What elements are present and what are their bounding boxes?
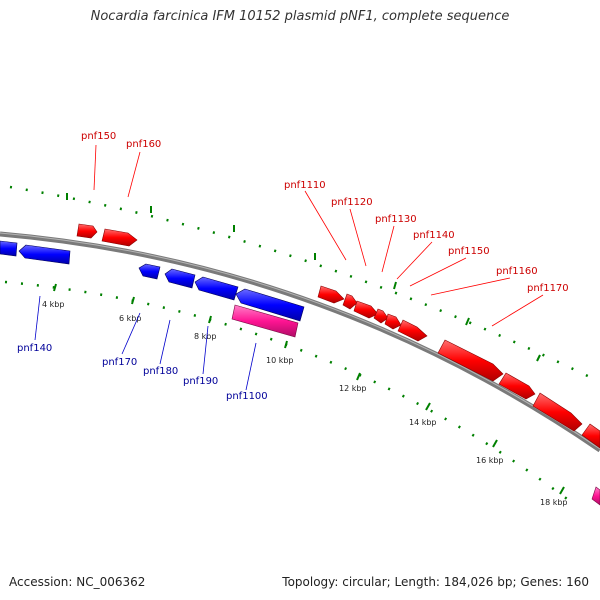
summary-text: Topology: circular; Length: 184,026 bp; … [282, 575, 589, 589]
gene-label-pnf150: pnf150 [81, 131, 116, 142]
gene-pnf170 [138, 263, 161, 280]
map-title: Nocardia farcinica IFM 10152 plasmid pNF… [90, 9, 510, 24]
gene-label-pnf1100: pnf1100 [226, 391, 268, 402]
gene-label-pnf170: pnf170 [102, 357, 137, 368]
inner-major-tick [284, 340, 288, 349]
gene-pnf1150 [397, 319, 428, 342]
gene-label-pnf1140: pnf1140 [413, 230, 455, 241]
gene-pnf150 [76, 223, 98, 239]
gene-pnf140 [18, 244, 71, 265]
inner-major-tick [559, 486, 565, 495]
gene-pnf1170 [498, 372, 536, 400]
gene-label-pnf190: pnf190 [183, 376, 218, 387]
gene-reverse-edge [0, 240, 18, 257]
scale-label: 10 kbp [266, 356, 294, 365]
inner-major-tick [492, 439, 498, 448]
gene-pnf190 [194, 276, 239, 301]
outer-major-tick [536, 354, 541, 362]
gene-label-pnf160: pnf160 [126, 139, 161, 150]
outer-major-tick [465, 317, 470, 326]
scale-label: 8 kbp [194, 332, 216, 341]
backbone-ring [0, 231, 600, 453]
gene-pnf1100-region [235, 288, 305, 322]
gene-pnf1110 [317, 285, 345, 304]
gene-pnf1140-b [384, 313, 402, 330]
gene-pnf1100 [231, 304, 299, 338]
scale-label: 16 kbp [476, 456, 504, 465]
gene-label-pnf180: pnf180 [143, 366, 178, 377]
gene-label-pnf1130: pnf1130 [375, 214, 417, 225]
accession-text: Accession: NC_006362 [9, 575, 146, 589]
gene-label-pnf1150: pnf1150 [448, 246, 490, 257]
gene-pnf1160 [437, 339, 504, 382]
gene-label-pnf140: pnf140 [17, 343, 52, 354]
inner-major-tick [356, 372, 361, 381]
gene-pnf1140-a [373, 308, 389, 324]
gene-label-pnf1110: pnf1110 [284, 180, 326, 191]
scale-label: 14 kbp [409, 418, 437, 427]
gene-label-pnf1160: pnf1160 [496, 266, 538, 277]
gene-forward-a [532, 392, 583, 432]
gene-pnf1130 [353, 300, 379, 319]
scale-label: 4 kbp [42, 300, 64, 309]
gene-label-pnf1170: pnf1170 [527, 283, 569, 294]
inner-major-tick [425, 402, 431, 411]
outer-tick-ring [9, 185, 600, 384]
inner-major-tick [53, 283, 57, 292]
gene-pnf1120 [342, 293, 358, 310]
inner-major-tick [208, 315, 212, 324]
inner-tick-ring [4, 280, 576, 506]
scale-label: 12 kbp [339, 384, 367, 393]
gene-pnf160 [101, 228, 138, 247]
gene-label-pnf1120: pnf1120 [331, 197, 373, 208]
gene-rna-edge [591, 486, 600, 506]
outer-major-tick [393, 281, 397, 290]
scale-label: 6 kbp [119, 314, 141, 323]
scale-label: 18 kbp [540, 498, 568, 507]
inner-major-tick [131, 296, 135, 305]
gene-pnf180 [164, 268, 196, 289]
gene-forward-b [581, 423, 600, 449]
